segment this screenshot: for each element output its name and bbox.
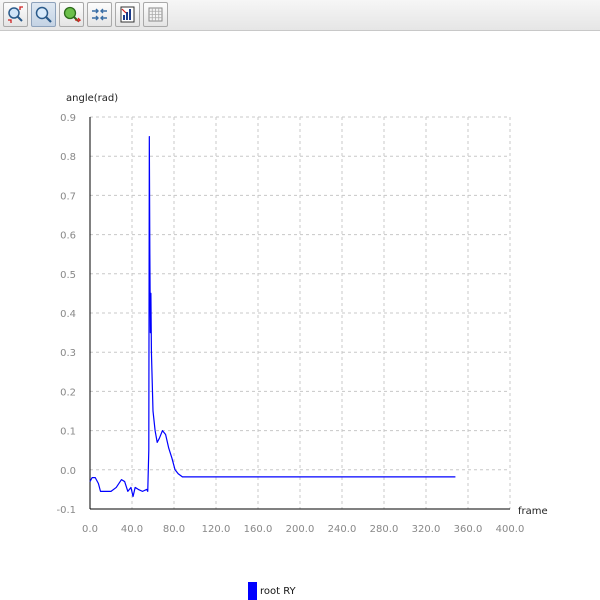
save-chart-icon [120, 6, 135, 23]
x-tick-label: 40.0 [121, 524, 143, 535]
y-tick-label: 0.1 [60, 427, 76, 438]
save-chart-button[interactable] [115, 2, 140, 27]
x-axis-title: frame [518, 506, 548, 517]
series-line [89, 136, 456, 498]
x-tick-label: 280.0 [370, 524, 399, 535]
zoom-fit-icon [8, 6, 23, 23]
y-tick-label: 0.5 [60, 270, 76, 281]
y-tick-label: 0.7 [60, 191, 76, 202]
legend: root RY [248, 582, 296, 600]
pan-icon [63, 6, 81, 23]
y-axis-title: angle(rad) [66, 93, 118, 104]
y-tick-label: 0.6 [60, 231, 76, 242]
series-lines [89, 136, 456, 498]
chart-area[interactable]: 0.0 40.0 80.0 120.0 160.0 200.0 240.0 280.0 320.… [0, 31, 600, 600]
x-tick-label: 80.0 [163, 524, 185, 535]
y-tick-label: 0.9 [60, 113, 76, 124]
x-tick-label: 160.0 [244, 524, 273, 535]
legend-swatch [248, 582, 257, 600]
y-tick-label: 0.4 [60, 309, 76, 320]
pan-button[interactable] [59, 2, 84, 27]
y-tick-label: 0.8 [60, 152, 76, 163]
x-tick-label: 240.0 [328, 524, 357, 535]
x-tick-label: 120.0 [202, 524, 231, 535]
x-tick-label: 320.0 [412, 524, 441, 535]
arrows-button[interactable] [87, 2, 112, 27]
x-tick-label: 360.0 [454, 524, 483, 535]
legend-label: root RY [260, 585, 296, 597]
arrows-icon [92, 8, 107, 21]
axes [89, 117, 510, 510]
zoom-button[interactable] [31, 2, 56, 27]
y-tick-label: 0.3 [60, 348, 76, 359]
x-tick-label: 400.0 [496, 524, 525, 535]
zoom-icon [35, 6, 52, 23]
tick-labels: 0.0 40.0 80.0 120.0 160.0 200.0 240.0 280.0 320.… [56, 113, 524, 535]
grid-button[interactable] [143, 2, 168, 27]
y-tick-label: 0.0 [60, 466, 76, 477]
x-tick-label: 0.0 [82, 524, 98, 535]
grid-icon [148, 7, 163, 22]
x-tick-label: 200.0 [286, 524, 315, 535]
y-tick-label: 0.2 [60, 387, 76, 398]
zoom-fit-button[interactable] [3, 2, 28, 27]
toolbar [0, 0, 600, 31]
line-chart[interactable]: 0.0 40.0 80.0 120.0 160.0 200.0 240.0 280.0 320.… [0, 31, 600, 600]
y-tick-label: -0.1 [56, 505, 76, 516]
grid-lines [90, 116, 511, 509]
